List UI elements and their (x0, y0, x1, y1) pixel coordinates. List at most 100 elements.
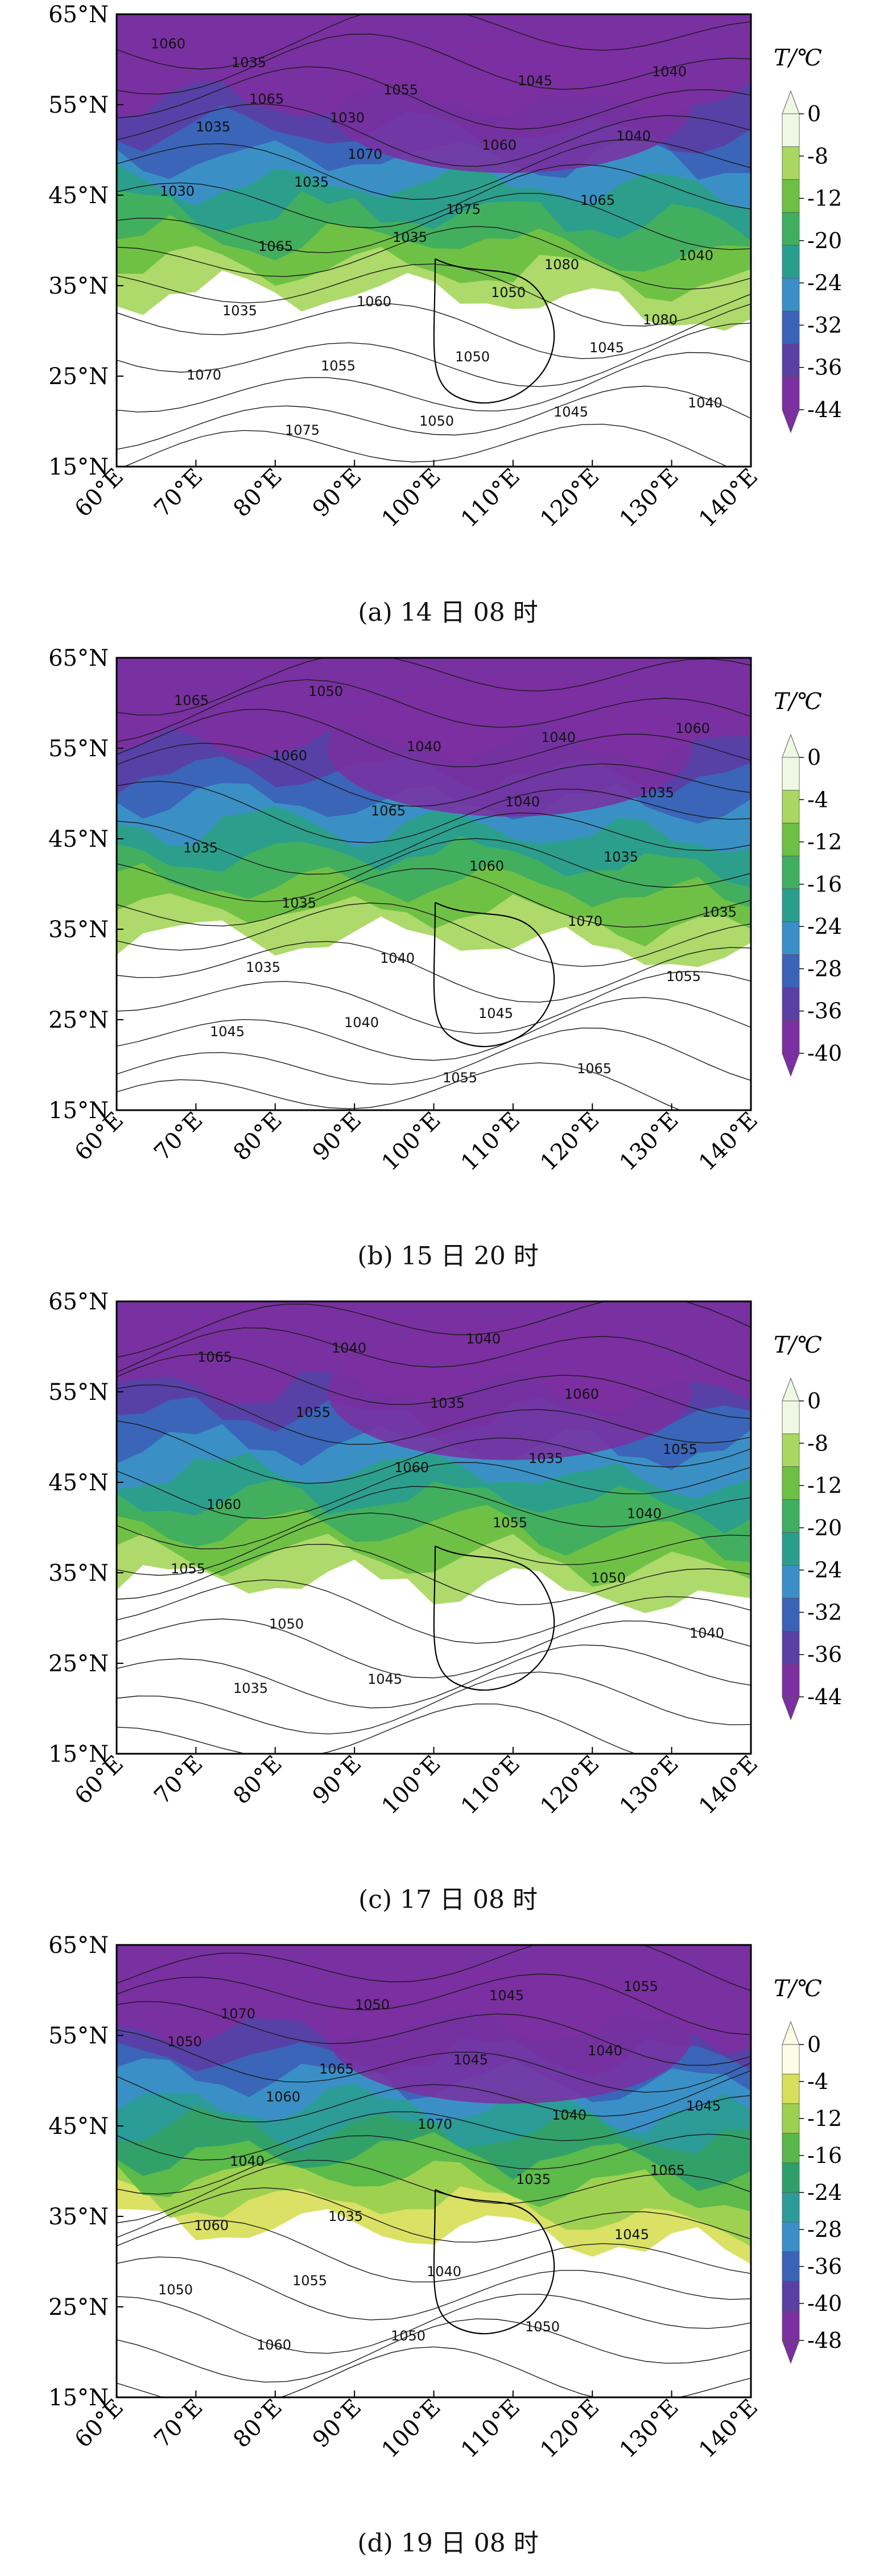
colorbar-tick-label: -8 (807, 143, 828, 168)
isobar-line (117, 2187, 751, 2243)
colorbar-tick-label: 0 (807, 2032, 821, 2057)
colorbar-tick-label: -36 (807, 355, 842, 380)
colorbar-segment (782, 1466, 800, 1500)
isobar-label: 1055 (663, 1441, 697, 1457)
map-panel: 1070 1065 1070 1035 1045 1050 1060 1050 1045 1040… (0, 1931, 896, 2574)
isobar-line (117, 34, 751, 95)
isobar-label: 1035 (604, 849, 638, 865)
longitude-tick-label: 130°E (614, 464, 683, 533)
isobar-label: 1035 (183, 840, 218, 856)
isobar-label: 1070 (568, 913, 602, 929)
isobar-label: 1050 (525, 2319, 560, 2335)
isobar-label: 1045 (589, 340, 624, 356)
isobar-line (117, 164, 751, 229)
isobar-label: 1070 (187, 367, 221, 383)
isobar-label: 1070 (348, 146, 382, 162)
isobar-line (117, 1618, 751, 1679)
isobar-line (117, 1353, 751, 1419)
panel-caption: (a) 14 日 08 时 (358, 598, 538, 627)
colorbar-segment (782, 888, 800, 922)
colorbar-tick-label: -20 (807, 228, 842, 253)
longitude-tick-label: 120°E (535, 1751, 604, 1820)
isobar-label: 1050 (591, 1570, 626, 1586)
colorbar-tick-label: -4 (807, 787, 828, 812)
isobar-label: 1040 (466, 1331, 501, 1347)
isobar-label: 1040 (689, 1625, 724, 1641)
colorbar-segment (782, 1400, 800, 1435)
latitude-tick-label: 55°N (48, 736, 109, 762)
isobar-label: 1045 (614, 2227, 649, 2243)
longitude-tick-label: 80°E (229, 2394, 287, 2453)
isobar-label: 1065 (174, 693, 209, 708)
colorbar-segment (782, 2133, 800, 2163)
latitude-tick-label: 65°N (48, 2, 109, 28)
latitude-tick-label: 45°N (48, 1470, 109, 1496)
longitude-tick-label: 120°E (535, 2394, 604, 2463)
isobar-label: 1050 (308, 683, 343, 699)
isobar-line (117, 1327, 751, 1382)
temperature-map: 1065 1055 1060 1055 1050 1040 1035 1040 1035 1035… (48, 1289, 842, 1820)
isobar-label: 1035 (233, 1680, 268, 1696)
isobar-label: 1035 (328, 2208, 363, 2224)
isobar-line (117, 2294, 751, 2354)
isobar-label: 1065 (319, 2061, 354, 2077)
isobar-label: 1060 (469, 858, 504, 874)
isobar-label: 1065 (258, 238, 293, 254)
isobar-line (117, 868, 751, 928)
colorbar-tick-label: -28 (807, 2217, 842, 2242)
longitude-tick-label: 70°E (149, 1751, 208, 1810)
isobar-line (117, 2070, 751, 2122)
map-panel: 1065 1055 1060 1055 1050 1040 1035 1040 1035 1035… (0, 1287, 896, 1931)
colorbar-segment (782, 2281, 800, 2311)
colorbar-segment (782, 344, 800, 377)
isobar-line (117, 997, 751, 1061)
colorbar-segment (782, 2162, 800, 2193)
colorbar-tick-label: -24 (807, 2180, 842, 2205)
isobar-line (117, 902, 751, 967)
colorbar-tick-label: -32 (807, 1600, 842, 1625)
isobar-line (117, 323, 751, 388)
map-panel: 1065 1060 1065 1060 1070 1055 1045 1050 1040 1040… (0, 644, 896, 1287)
isobar-label: 1050 (355, 1997, 390, 2013)
colorbar-segment (782, 113, 800, 147)
isobar-label: 1065 (249, 91, 284, 107)
isobar-label: 1045 (368, 1671, 402, 1687)
latitude-tick-label: 25°N (48, 1007, 109, 1033)
colorbar-segment (782, 921, 800, 955)
longitude-tick-label: 90°E (308, 2394, 366, 2453)
map-panel: 1060 1065 1070 1075 1080 1080 1070 1075 1055 1060… (0, 0, 896, 644)
longitude-tick-label: 120°E (535, 464, 604, 533)
isobar-label: 1055 (383, 82, 418, 98)
longitude-tick-label: 90°E (308, 1751, 366, 1810)
longitude-tick-label: 90°E (308, 464, 366, 522)
isobar-label: 1075 (446, 201, 481, 217)
isobar-line (117, 781, 751, 843)
colorbar-segment (782, 1532, 800, 1566)
latitude-tick-label: 35°N (48, 273, 109, 299)
colorbar-tick-label: -12 (807, 830, 842, 855)
colorbar-tick-label: -12 (807, 1473, 842, 1498)
isobar-label: 1055 (296, 1404, 331, 1420)
latitude-tick-label: 65°N (48, 1289, 109, 1315)
colorbar-segment (782, 1631, 800, 1664)
isobar-label: 1050 (391, 2328, 426, 2344)
isobar-label: 1045 (478, 1005, 513, 1021)
longitude-tick-label: 100°E (377, 1751, 445, 1820)
colorbar-segment (782, 2310, 800, 2341)
colorbar-tick-label: -24 (807, 914, 842, 939)
isobar-label: 1035 (196, 119, 230, 135)
isobar-label: 1055 (321, 358, 356, 374)
isobar-label: 1055 (443, 1070, 477, 1086)
isobar-label: 1060 (207, 1497, 241, 1512)
longitude-tick-label: 100°E (377, 1107, 445, 1176)
colorbar-tick-label: -12 (807, 186, 842, 211)
isobar-line (117, 679, 751, 743)
colorbar-segment (782, 311, 800, 344)
isobar-label: 1055 (666, 968, 701, 984)
isobar-label: 1045 (489, 1988, 524, 2004)
longitude-tick-label: 110°E (456, 1107, 525, 1176)
colorbar-tick-label: -36 (807, 999, 842, 1024)
isobar-line (117, 103, 751, 167)
latitude-tick-label: 15°N (48, 2385, 109, 2411)
isobar-line (117, 2346, 751, 2397)
